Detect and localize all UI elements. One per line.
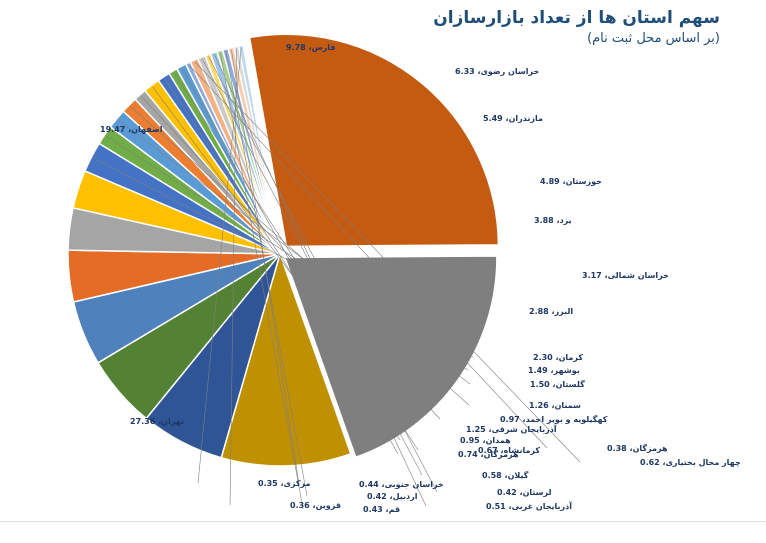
leader-line: [152, 86, 407, 430]
chart-subtitle: (بر اساس محل ثبت نام): [587, 31, 720, 46]
slice-data-label: چهار محال بختیاری، 0.62: [640, 458, 741, 467]
slice-data-label: آذربایجان شرقی، 1.25: [466, 424, 557, 434]
leader-line: [197, 47, 242, 484]
leader-line: [93, 157, 474, 358]
leader-line: [214, 54, 427, 507]
slice-data-label: البرز، 2.88: [529, 307, 573, 316]
slice-data-label: فارس، 9.78: [286, 43, 335, 53]
slice-data-label: قزوین، 0.36: [290, 501, 341, 510]
slice-data-label: کهگیلویه و بویر احمد، 0.97: [500, 414, 608, 424]
slice-data-label: همدان، 0.95: [460, 436, 511, 445]
leader-line: [173, 72, 419, 451]
leader-line: [141, 96, 441, 420]
leader-line: [106, 135, 469, 371]
slice-data-label: اردبیل، 0.42: [367, 492, 418, 501]
slice-data-label: تهران، 27.36: [130, 417, 184, 426]
slice-data-label: اصفهان، 19.47: [100, 125, 163, 134]
pie-slice: [220, 251, 352, 467]
slice-data-label: گلستان، 1.50: [530, 379, 585, 389]
leader-line: [208, 56, 438, 493]
slice-data-label: خوزستان، 4.89: [540, 177, 602, 186]
slice-data-label: کرمانشاه، 0.67: [478, 446, 540, 455]
slice-data-label: هرمزگان، 0.74: [458, 449, 519, 459]
leader-line: [130, 106, 470, 406]
slice-data-label: سمنان، 1.26: [529, 401, 581, 410]
chart-area-border: [0, 521, 766, 522]
slice-data-label: بوشهر، 1.49: [528, 366, 580, 375]
leader-line: [164, 78, 401, 441]
leader-line: [117, 119, 471, 385]
slice-data-label: یزد، 3.88: [534, 216, 572, 225]
data-labels: تهران، 27.36 اصفهان، 19.47 فارس، 9.78 خراسا…: [100, 43, 741, 514]
slice-data-label: خراسان شمالی، 3.17: [582, 271, 669, 280]
slice-data-label: آذربایجان غربی، 0.51: [486, 501, 572, 511]
slice-data-label: مازندران، 5.49: [483, 114, 543, 123]
slice-data-label: قم، 0.43: [363, 505, 400, 514]
slice-data-label: هرمزگان، 0.38: [607, 443, 668, 453]
pie-slice: [248, 33, 500, 248]
leader-line: [181, 68, 399, 455]
leader-line: [194, 61, 581, 463]
leader-line: [229, 48, 237, 506]
slice-data-label: خراسان جنوبی، 0.44: [359, 480, 444, 489]
slice-data-label: خراسان رضوی، 6.33: [455, 67, 539, 76]
leader-line: [220, 52, 304, 510]
leader-lines: [93, 47, 581, 510]
slice-data-label: گیلان، 0.58: [482, 470, 529, 480]
slice-data-label: مرکزی، 0.35: [258, 479, 311, 488]
slice-data-label: لرستان، 0.42: [497, 488, 552, 497]
slice-data-label: کرمان، 2.30: [533, 353, 583, 362]
chart-title: سهم استان ها از تعداد بازارسازان: [433, 8, 720, 28]
title-block: سهم استان ها از تعداد بازارسازان (بر اسا…: [433, 6, 720, 48]
pie-slice: [283, 255, 498, 459]
leader-line: [202, 58, 423, 476]
leader-line: [188, 64, 548, 449]
leader-line: [231, 49, 300, 485]
